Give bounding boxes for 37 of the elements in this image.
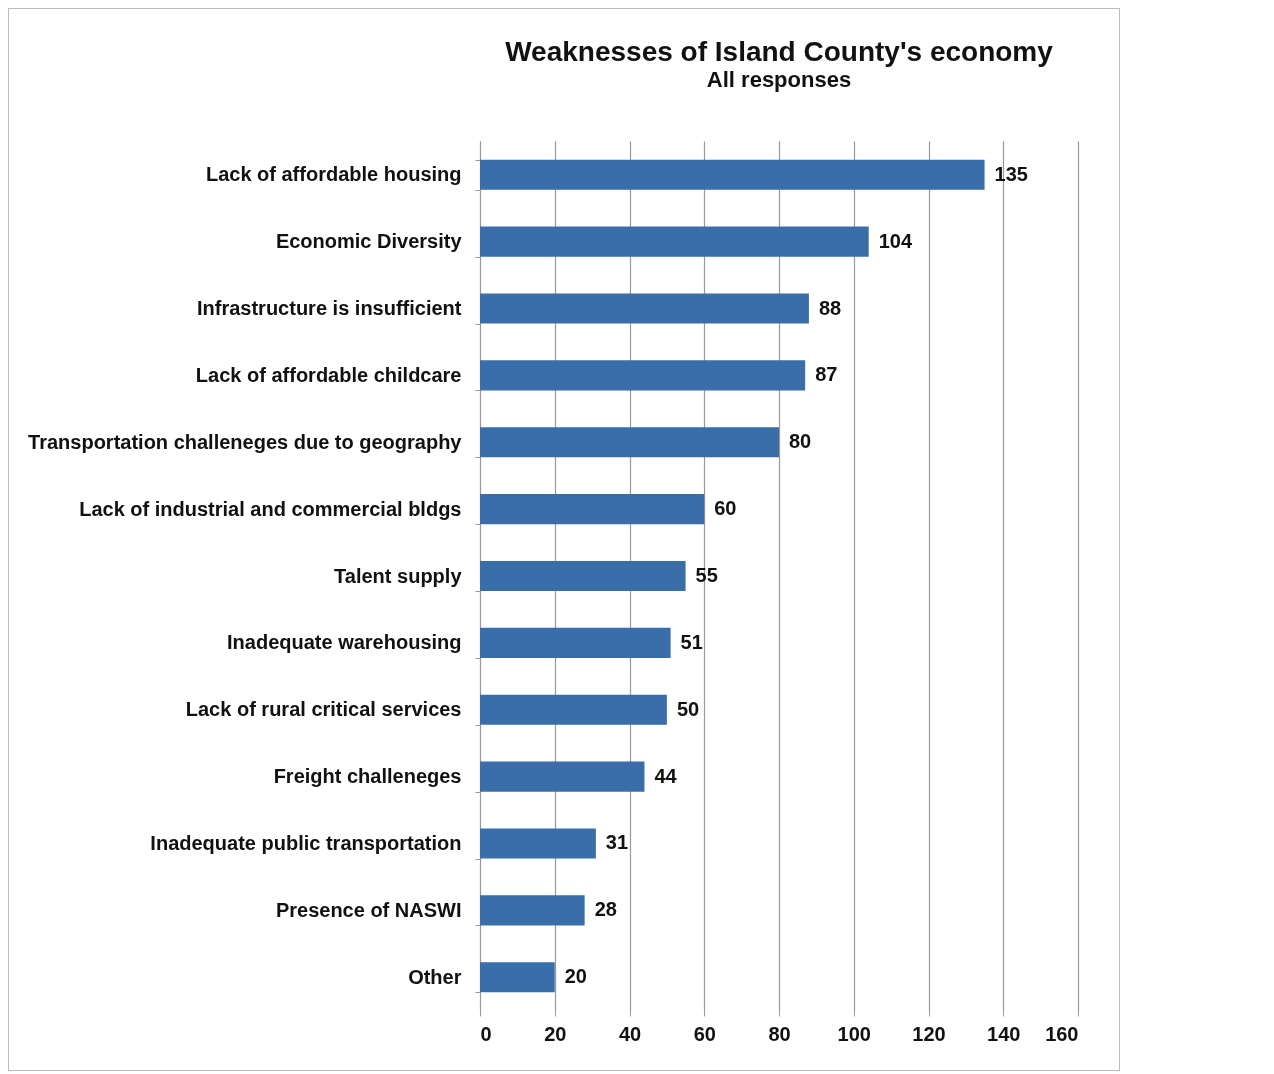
x-tick-label: 100 <box>837 1022 871 1045</box>
data-label: 135 <box>994 162 1028 185</box>
data-label: 50 <box>676 697 700 720</box>
y-tick-label: Infrastructure is insufficient <box>197 297 462 320</box>
data-label: 31 <box>605 831 629 854</box>
data-label: 51 <box>680 630 703 653</box>
x-tick-label: 160 <box>1045 1022 1079 1045</box>
y-tick-label: Inadequate public transportation <box>150 831 462 854</box>
data-label: 20 <box>564 965 587 988</box>
x-tick-label: 20 <box>544 1022 567 1045</box>
y-tick-label: Economic Diversity <box>275 230 463 253</box>
y-tick-label: Lack of affordable housing <box>205 163 462 186</box>
data-label: 87 <box>815 363 838 386</box>
y-tick-label: Lack of affordable childcare <box>195 363 462 386</box>
data-label: 88 <box>818 296 842 319</box>
x-tick-label: 140 <box>987 1022 1021 1045</box>
data-label: 104 <box>878 229 913 252</box>
data-label: 60 <box>714 497 737 520</box>
y-tick-label: Inadequate warehousing <box>227 631 462 654</box>
x-tick-label: 120 <box>912 1022 946 1045</box>
x-tick-label: 80 <box>768 1022 791 1045</box>
chart-subtitle: All responses <box>706 67 852 92</box>
x-tick-label: 40 <box>618 1022 642 1045</box>
data-label: 28 <box>594 898 617 921</box>
chart-title: Weaknesses of Island County's economy <box>505 36 1054 67</box>
x-tick-label: 0 <box>480 1022 492 1045</box>
y-tick-label: Talent supply <box>334 564 463 587</box>
y-tick-label: Freight challeneges <box>273 765 462 788</box>
y-tick-label: Lack of rural critical services <box>185 698 462 721</box>
y-tick-label: Other <box>408 965 462 988</box>
data-label: 80 <box>789 430 812 453</box>
x-tick-label: 60 <box>693 1022 716 1045</box>
data-label: 44 <box>654 764 678 787</box>
y-tick-label: Lack of industrial and commercial bldgs <box>79 497 462 520</box>
y-tick-label: Presence of NASWI <box>275 898 462 921</box>
y-tick-label: Transportation challeneges due to geography <box>28 430 463 453</box>
data-label: 55 <box>695 564 718 586</box>
